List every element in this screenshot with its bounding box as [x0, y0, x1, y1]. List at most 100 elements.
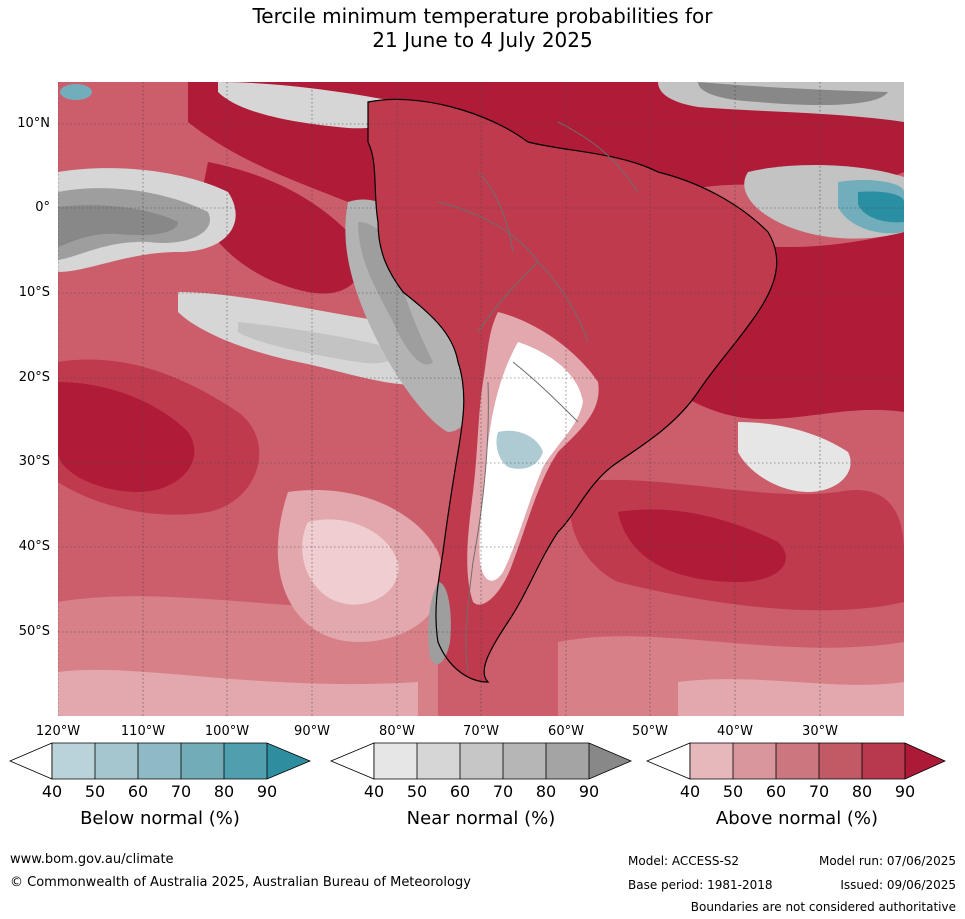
lon-label-70w: 70°W	[463, 724, 499, 739]
legend-near-swatch-60	[460, 743, 503, 779]
map-title-line-2: 21 June to 4 July 2025	[372, 28, 593, 52]
legend-below-swatch-50	[95, 743, 138, 779]
near-normal-atlantic-patch	[738, 422, 851, 492]
lon-label-60w: 60°W	[548, 724, 584, 739]
lon-label-30w: 30°W	[802, 724, 838, 739]
footer-base-period: Base period: 1981-2018	[628, 878, 773, 892]
below-normal-atlantic-90	[858, 191, 904, 223]
legend-above-tick-50: 50	[722, 782, 744, 801]
footer-model-run: Model run: 07/06/2025	[818, 854, 956, 868]
footer-model: Model: ACCESS-S2	[628, 854, 740, 868]
lon-label-90w: 90°W	[294, 724, 330, 739]
border-5	[465, 381, 489, 673]
legend-below-title: Below normal (%)	[80, 808, 240, 829]
pacific-above-90-south	[58, 382, 195, 492]
legend-below-normal	[8, 742, 312, 782]
near-normal-90-north	[58, 205, 178, 247]
border-6	[557, 121, 639, 193]
near-normal-chile-south	[428, 582, 451, 665]
legend-above-normal-bar	[645, 742, 946, 780]
south-band-50	[58, 669, 418, 716]
legend-near-swatch-50	[417, 743, 460, 779]
legend-above-arrow-right	[905, 743, 945, 779]
lat-label-50s: 50°S	[18, 624, 50, 639]
below-normal-argentina	[496, 430, 543, 469]
lat-label-10s: 10°S	[18, 285, 50, 300]
legend-above-tick-40: 40	[679, 782, 701, 801]
near-normal-caribbean-90	[698, 82, 888, 105]
legend-near-tick-80: 80	[535, 782, 557, 801]
legend-near-tick-70: 70	[492, 782, 514, 801]
legend-below-tick-80: 80	[213, 782, 235, 801]
lon-label-80w: 80°W	[379, 724, 415, 739]
legend-below-outline	[51, 742, 312, 780]
country-borders	[437, 121, 639, 673]
border-3	[477, 261, 539, 333]
legend-above-swatch-60	[776, 743, 819, 779]
legend-below-swatch-70	[181, 743, 224, 779]
near-normal-70-central	[238, 322, 394, 364]
probability-map	[58, 82, 904, 716]
lon-label-110w: 110°W	[120, 724, 166, 739]
south-east-band-50	[678, 679, 904, 716]
footer-copyright: © Commonwealth of Australia 2025, Austra…	[10, 875, 471, 890]
legend-above-swatch-50	[733, 743, 776, 779]
lat-label-40s: 40°S	[18, 539, 50, 554]
legend-above-tick-70: 70	[808, 782, 830, 801]
legend-above-tick-60: 60	[765, 782, 787, 801]
legend-near-outline	[373, 742, 633, 780]
legend-near-tick-40: 40	[363, 782, 385, 801]
near-normal-andes-80	[358, 222, 433, 365]
legend-below-swatch-60	[138, 743, 181, 779]
map-title-line-1: Tercile minimum temperature probabilitie…	[252, 4, 713, 28]
probability-map-svg	[58, 82, 904, 716]
legend-above-tick-90: 90	[894, 782, 916, 801]
legend-near-normal-bar	[329, 742, 633, 780]
legend-below-swatch-40	[52, 743, 95, 779]
legend-below-swatch-80	[224, 743, 267, 779]
legend-above-swatch-40	[690, 743, 733, 779]
legend-below-arrow-left	[8, 742, 53, 780]
legend-below-tick-50: 50	[84, 782, 106, 801]
lon-label-120w: 120°W	[35, 724, 81, 739]
legend-near-title: Near normal (%)	[406, 808, 556, 829]
border-1	[437, 201, 589, 343]
legend-near-tick-50: 50	[406, 782, 428, 801]
atlantic-above-90	[618, 509, 786, 582]
pacific-above-90-north	[198, 162, 363, 294]
lat-label-10n: 10°N	[17, 116, 50, 131]
legend-above-tick-80: 80	[851, 782, 873, 801]
legend-below-normal-bar	[8, 742, 312, 780]
legend-near-tick-60: 60	[449, 782, 471, 801]
legend-near-normal	[329, 742, 633, 782]
legend-above-outline	[689, 742, 946, 780]
footer-issued: Issued: 09/06/2025	[840, 878, 956, 892]
border-2	[477, 171, 514, 253]
lat-label-30s: 30°S	[18, 454, 50, 469]
legend-below-tick-70: 70	[170, 782, 192, 801]
legend-near-swatch-80	[546, 743, 589, 779]
lon-label-40w: 40°W	[717, 724, 753, 739]
lon-label-100w: 100°W	[204, 724, 250, 739]
legend-near-swatch-40	[374, 743, 417, 779]
legend-near-tick-90: 90	[578, 782, 600, 801]
legend-above-normal	[645, 742, 947, 782]
border-4	[512, 361, 579, 423]
graticule	[58, 82, 904, 716]
legend-below-tick-40: 40	[41, 782, 63, 801]
legend-above-swatch-80	[862, 743, 905, 779]
legend-above-swatch-70	[819, 743, 862, 779]
footer-url: www.bom.gov.au/climate	[10, 852, 174, 867]
legend-below-tick-60: 60	[127, 782, 149, 801]
legend-near-swatch-70	[503, 743, 546, 779]
near-normal-north-strip	[218, 82, 400, 129]
legend-below-arrow-right	[267, 743, 310, 779]
legend-above-title: Above normal (%)	[715, 808, 879, 829]
legend-below-tick-90: 90	[256, 782, 278, 801]
map-title: Tercile minimum temperature probabilitie…	[0, 4, 965, 52]
lat-label-0: 0°	[35, 200, 50, 215]
patch-40-west	[302, 519, 399, 605]
below-normal-northwest	[60, 84, 92, 100]
footer-disclaimer: Boundaries are not considered authoritat…	[690, 900, 956, 914]
